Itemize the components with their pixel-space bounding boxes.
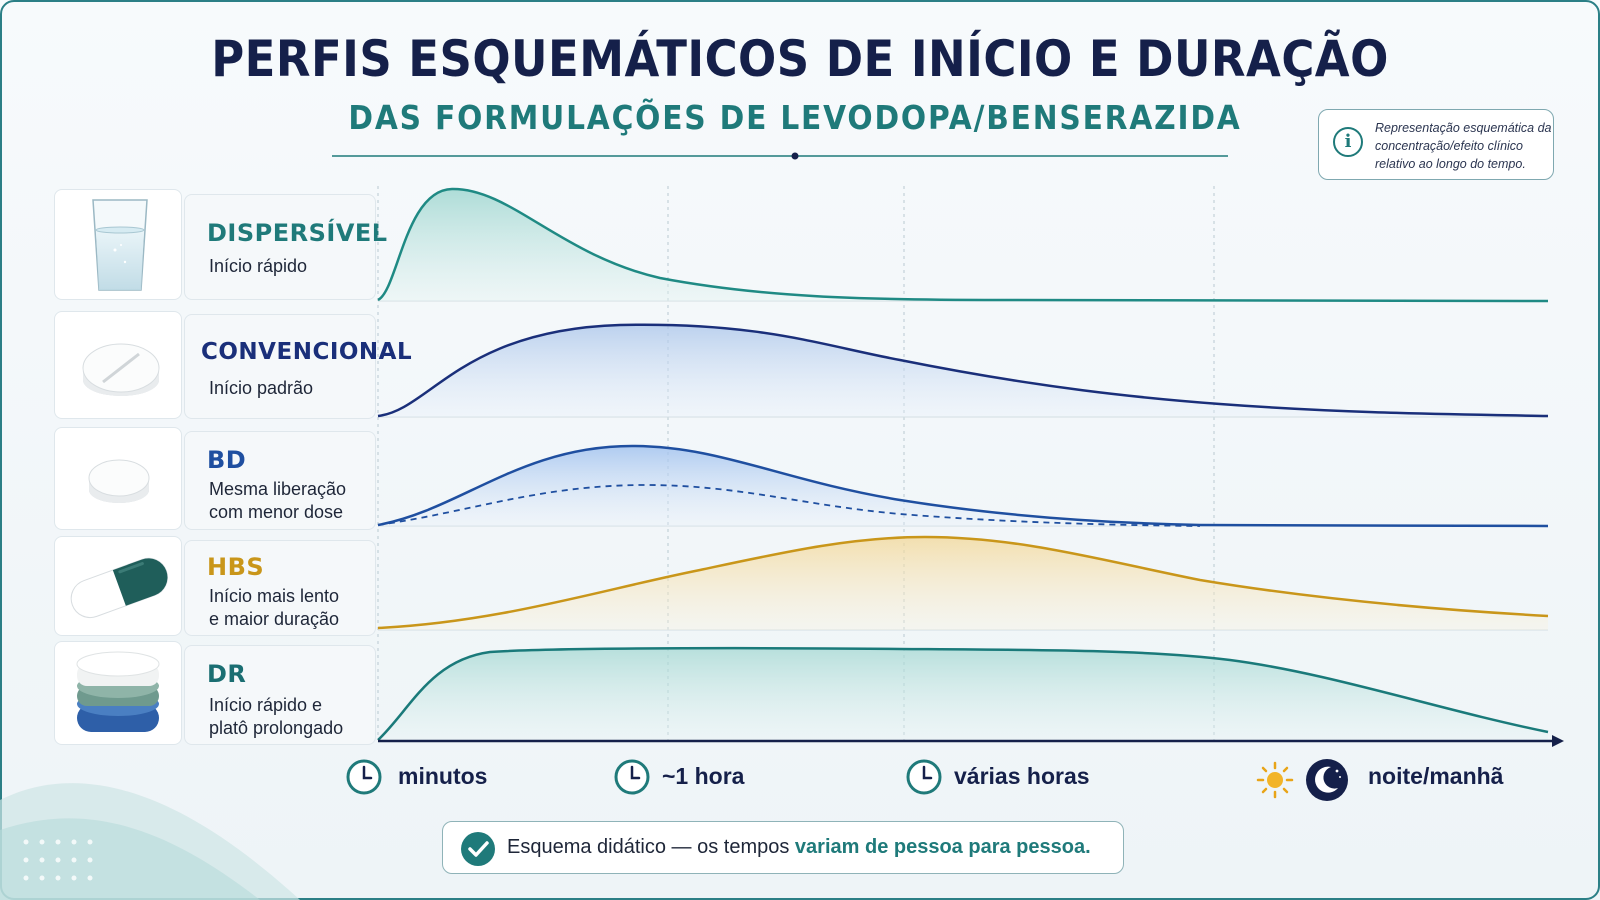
time-label-minutos: minutos bbox=[398, 763, 488, 789]
title-divider bbox=[332, 152, 1228, 160]
desc-line: Início rápido e bbox=[209, 695, 323, 715]
label-convencional: CONVENCIONAL Início padrão bbox=[184, 314, 412, 419]
curve-area-bd bbox=[378, 446, 1548, 526]
round-tablet-icon bbox=[88, 459, 150, 503]
curve-bd bbox=[377, 444, 1549, 528]
row-name-bd: BD bbox=[207, 446, 247, 474]
desc-line: platô prolongado bbox=[209, 718, 344, 738]
curve-area-dispersivel bbox=[378, 188, 1548, 301]
row-desc-bd: Mesma liberação com menor dose bbox=[209, 478, 346, 524]
desc-line: Início rápido bbox=[209, 256, 308, 276]
row-name-convencional: CONVENCIONAL bbox=[201, 339, 413, 365]
water-glass-icon bbox=[92, 199, 148, 291]
footer-note-highlight: variam de pessoa para pessoa. bbox=[794, 836, 1091, 858]
image-tile-dispersivel bbox=[54, 189, 182, 300]
label-dispersivel: DISPERSÍVEL Início rápido bbox=[184, 194, 387, 300]
clock-icon bbox=[346, 759, 382, 795]
moon-icon bbox=[1306, 759, 1348, 801]
curve-convencional bbox=[377, 323, 1549, 418]
footer-note-prefix: Esquema didático — os tempos bbox=[507, 836, 795, 858]
desc-line: Mesma liberação bbox=[209, 479, 347, 499]
label-dr: DR Início rápido e platô prolongado bbox=[184, 645, 376, 745]
time-label-1-hora: ~1 hora bbox=[662, 763, 745, 789]
sun-icon bbox=[1256, 761, 1294, 799]
row-name-dispersivel: DISPERSÍVEL bbox=[207, 219, 388, 247]
time-axis-arrow bbox=[1552, 735, 1564, 747]
desc-line: e maior duração bbox=[209, 609, 340, 629]
row-desc-dr: Início rápido e platô prolongado bbox=[209, 694, 343, 740]
page-title: PERFIS ESQUEMÁTICOS DE INÍCIO E DURAÇÃO bbox=[211, 30, 1389, 88]
desc-line: Início mais lento bbox=[209, 586, 340, 606]
desc-line: com menor dose bbox=[209, 502, 344, 522]
row-name-hbs: HBS bbox=[207, 553, 265, 581]
layered-tablet-icon bbox=[76, 651, 160, 732]
decorative-wave bbox=[0, 783, 300, 900]
footer-note-text: Esquema didático — os tempos variam de p… bbox=[507, 836, 1091, 859]
info-note: i Representação esquemática da concentra… bbox=[1318, 109, 1554, 180]
curve-hbs bbox=[377, 535, 1549, 630]
curve-area-convencional bbox=[378, 324, 1548, 417]
curve-bd-dashed bbox=[377, 484, 1201, 527]
image-tile-dr bbox=[54, 641, 182, 745]
scored-tablet-icon bbox=[82, 343, 160, 396]
row-desc-dispersivel: Início rápido bbox=[209, 255, 307, 278]
curve-area-dr bbox=[378, 648, 1548, 740]
label-bd: BD Mesma liberação com menor dose bbox=[184, 431, 376, 530]
curve-dr bbox=[377, 646, 1549, 741]
row-name-dr: DR bbox=[207, 660, 247, 688]
image-tile-bd bbox=[54, 427, 182, 530]
curve-area-hbs bbox=[378, 537, 1548, 630]
footer-note: Esquema didático — os tempos variam de p… bbox=[442, 821, 1124, 874]
page-subtitle: DAS FORMULAÇÕES DE LEVODOPA/BENSERAZIDA bbox=[348, 98, 1242, 137]
capsule-icon bbox=[70, 557, 168, 619]
row-desc-convencional: Início padrão bbox=[209, 377, 313, 400]
time-label-noite-manha: noite/manhã bbox=[1368, 763, 1504, 789]
desc-line: Início padrão bbox=[209, 378, 314, 398]
image-tile-hbs bbox=[54, 536, 182, 636]
row-desc-hbs: Início mais lento e maior duração bbox=[209, 585, 339, 631]
curve-dispersivel bbox=[377, 187, 1549, 303]
image-tile-convencional bbox=[54, 311, 182, 419]
clock-icon bbox=[614, 759, 650, 795]
label-hbs: HBS Início mais lento e maior duração bbox=[184, 540, 376, 636]
info-icon: i bbox=[1333, 127, 1363, 157]
time-label-varias-horas: várias horas bbox=[954, 763, 1090, 789]
info-note-text: Representação esquemática da concentraçã… bbox=[1375, 121, 1552, 171]
clock-icon bbox=[906, 759, 942, 795]
check-icon bbox=[461, 832, 495, 866]
